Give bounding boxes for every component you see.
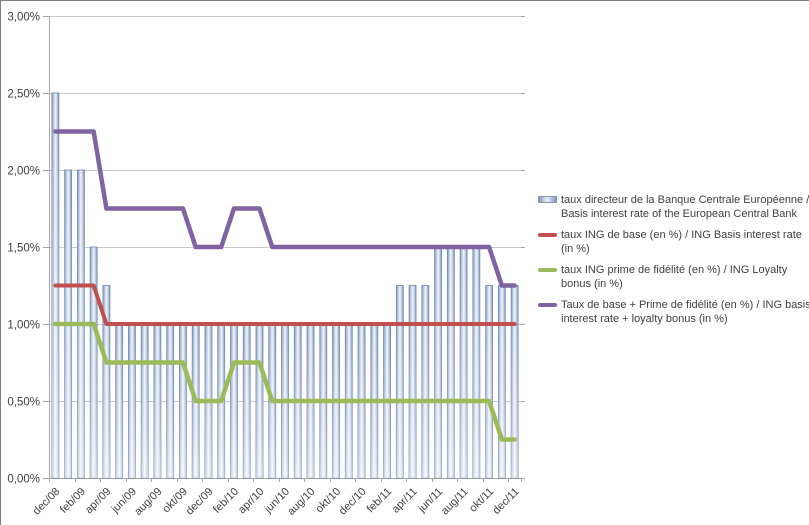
- svg-text:apr/11: apr/11: [390, 486, 420, 516]
- svg-text:aug/11: aug/11: [439, 486, 471, 518]
- ing-base-plus-loyalty-line: [53, 129, 517, 288]
- svg-text:apr/09: apr/09: [83, 486, 114, 517]
- legend-item-ing-loyalty-bonus: taux ING prime de fidélité (en %) / ING …: [538, 263, 809, 291]
- legend-label: taux ING prime de fidélité (en %) / ING …: [561, 264, 788, 290]
- ing-base-rate-line: [53, 283, 517, 326]
- red-line-key-icon: [538, 233, 557, 237]
- svg-text:apr/10: apr/10: [236, 486, 267, 517]
- svg-text:3,00%: 3,00%: [7, 12, 40, 24]
- rate-lines: [53, 129, 517, 442]
- legend: taux directeur de la Banque Centrale Eur…: [538, 193, 809, 333]
- svg-text:2,50%: 2,50%: [7, 89, 40, 101]
- svg-text:aug/09: aug/09: [132, 486, 164, 518]
- legend-label: taux ING de base (en %) / ING Basis inte…: [561, 229, 802, 255]
- legend-item-ecb-rate: taux directeur de la Banque Centrale Eur…: [538, 193, 809, 221]
- x-axis-labels: dec/08feb/09apr/09jun/09aug/09okt/09dec/…: [31, 486, 522, 518]
- svg-text:aug/10: aug/10: [285, 486, 317, 518]
- ing-loyalty-bonus-line: [53, 321, 517, 442]
- svg-text:feb/09: feb/09: [58, 486, 88, 516]
- svg-text:1,50%: 1,50%: [7, 243, 40, 255]
- svg-text:dec/08: dec/08: [31, 486, 63, 518]
- svg-text:dec/10: dec/10: [337, 486, 369, 518]
- legend-item-ing-total-rate: Taux de base + Prime de fidélité (en %) …: [538, 298, 809, 326]
- svg-text:dec/09: dec/09: [184, 486, 216, 518]
- svg-text:0,50%: 0,50%: [7, 397, 40, 409]
- ecb-rate-bars: [51, 92, 519, 479]
- svg-text:feb/11: feb/11: [365, 486, 395, 516]
- svg-text:dec/11: dec/11: [490, 486, 521, 517]
- svg-text:2,00%: 2,00%: [7, 166, 40, 178]
- svg-text:1,00%: 1,00%: [7, 320, 40, 332]
- svg-text:0,00%: 0,00%: [7, 474, 40, 486]
- legend-label: taux directeur de la Banque Centrale Eur…: [561, 194, 809, 220]
- svg-text:feb/10: feb/10: [211, 486, 241, 516]
- green-line-key-icon: [538, 268, 557, 272]
- legend-label: Taux de base + Prime de fidélité (en %) …: [561, 299, 809, 325]
- bar-series-key-icon: [538, 196, 557, 203]
- y-axis-labels: 0,00% 0,50% 1,00% 1,50% 2,00% 2,50% 3,00%: [7, 12, 40, 486]
- legend-item-ing-base-rate: taux ING de base (en %) / ING Basis inte…: [538, 228, 809, 256]
- purple-line-key-icon: [538, 303, 557, 307]
